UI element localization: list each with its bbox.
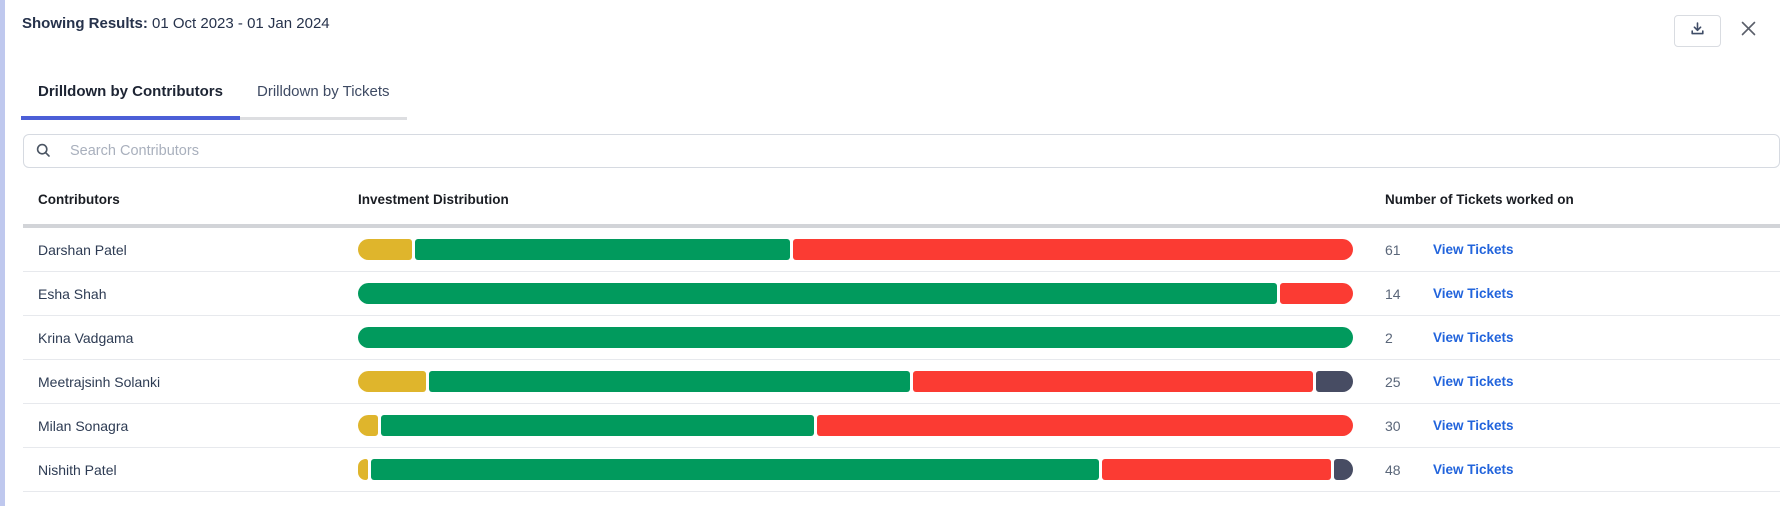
tickets-count: 25 <box>1385 373 1401 390</box>
showing-results-text: Showing Results: 01 Oct 2023 - 01 Jan 20… <box>22 13 330 35</box>
tickets-count: 30 <box>1385 417 1401 434</box>
tickets-count: 2 <box>1385 329 1393 346</box>
header-divider <box>23 224 1780 228</box>
download-button[interactable] <box>1674 15 1721 47</box>
bar-segment-green <box>370 459 1099 480</box>
tickets-cell: 61 View Tickets <box>1385 242 1785 258</box>
bar-cell <box>358 283 1385 304</box>
view-tickets-link[interactable]: View Tickets <box>1433 418 1514 433</box>
tickets-cell: 25 View Tickets <box>1385 374 1785 390</box>
column-header-investment-distribution: Investment Distribution <box>358 192 509 207</box>
bar-segment-dark <box>1316 371 1353 392</box>
bar-segment-dark <box>1334 459 1353 480</box>
bar-segment-yellow <box>358 459 368 480</box>
tickets-cell: 14 View Tickets <box>1385 286 1785 302</box>
bar-segment-green <box>358 327 1353 348</box>
bar-segment-green <box>414 239 791 260</box>
table-header: Contributors Investment Distribution Num… <box>23 192 1780 224</box>
bar-cell <box>358 327 1385 348</box>
bar-segment-red <box>1102 459 1332 480</box>
bar-segment-green <box>358 283 1277 304</box>
contributor-name: Darshan Patel <box>38 241 127 258</box>
panel-header: Showing Results: 01 Oct 2023 - 01 Jan 20… <box>5 0 1792 47</box>
investment-distribution-bar <box>358 283 1353 304</box>
bar-segment-red <box>793 239 1353 260</box>
investment-distribution-bar <box>358 415 1354 436</box>
bar-cell <box>358 415 1385 436</box>
showing-results-label: Showing Results: <box>22 15 148 32</box>
search-bar <box>23 134 1780 168</box>
view-tickets-link[interactable]: View Tickets <box>1433 374 1514 389</box>
tab-drilldown-by-contributors[interactable]: Drilldown by Contributors <box>21 77 240 120</box>
bar-cell <box>358 371 1385 392</box>
download-icon <box>1689 20 1706 42</box>
tab-drilldown-by-tickets[interactable]: Drilldown by Tickets <box>240 77 407 117</box>
table-body: Darshan Patel 61 View Tickets Esha Shah … <box>5 228 1792 492</box>
bar-segment-red <box>817 415 1354 436</box>
investment-distribution-bar <box>358 327 1353 348</box>
tickets-count: 61 <box>1385 241 1401 258</box>
table-row: Esha Shah 14 View Tickets <box>23 272 1780 316</box>
contributor-name: Milan Sonagra <box>38 417 129 434</box>
tickets-count: 14 <box>1385 285 1401 302</box>
bar-segment-yellow <box>358 415 378 436</box>
search-icon <box>35 142 52 164</box>
column-header-contributors: Contributors <box>38 192 120 207</box>
tickets-cell: 48 View Tickets <box>1385 462 1785 478</box>
bar-segment-yellow <box>358 371 426 392</box>
tickets-cell: 30 View Tickets <box>1385 418 1785 434</box>
view-tickets-link[interactable]: View Tickets <box>1433 286 1514 301</box>
tickets-cell: 2 View Tickets <box>1385 330 1785 346</box>
table-row: Meetrajsinh Solanki 25 View Tickets <box>23 360 1780 404</box>
close-icon <box>1739 19 1758 43</box>
search-input[interactable] <box>23 134 1780 168</box>
table-row: Milan Sonagra 30 View Tickets <box>23 404 1780 448</box>
bar-segment-yellow <box>358 239 412 260</box>
header-actions <box>1674 15 1758 47</box>
contributor-name: Meetrajsinh Solanki <box>38 373 161 390</box>
bar-cell <box>358 239 1385 260</box>
date-range: 01 Oct 2023 - 01 Jan 2024 <box>152 15 330 32</box>
contributor-name: Nishith Patel <box>38 461 117 478</box>
view-tickets-link[interactable]: View Tickets <box>1433 242 1514 257</box>
investment-distribution-bar <box>358 239 1353 260</box>
investment-distribution-bar <box>358 371 1353 392</box>
view-tickets-link[interactable]: View Tickets <box>1433 462 1514 477</box>
view-tickets-link[interactable]: View Tickets <box>1433 330 1514 345</box>
bar-segment-red <box>1279 283 1353 304</box>
table-row: Krina Vadgama 2 View Tickets <box>23 316 1780 360</box>
investment-distribution-bar <box>358 459 1353 480</box>
tab-label: Drilldown by Contributors <box>38 83 223 100</box>
column-header-number-of-tickets: Number of Tickets worked on <box>1385 192 1574 207</box>
bar-segment-red <box>912 371 1314 392</box>
tab-bar: Drilldown by Contributors Drilldown by T… <box>21 77 407 120</box>
table-row: Darshan Patel 61 View Tickets <box>23 228 1780 272</box>
table-row: Nishith Patel 48 View Tickets <box>23 448 1780 492</box>
close-button[interactable] <box>1738 21 1758 41</box>
bar-cell <box>358 459 1385 480</box>
contributor-name: Esha Shah <box>38 285 107 302</box>
bar-segment-green <box>380 415 815 436</box>
contributor-name: Krina Vadgama <box>38 329 134 346</box>
tickets-count: 48 <box>1385 461 1401 478</box>
bar-segment-green <box>428 371 910 392</box>
tab-label: Drilldown by Tickets <box>257 83 390 100</box>
